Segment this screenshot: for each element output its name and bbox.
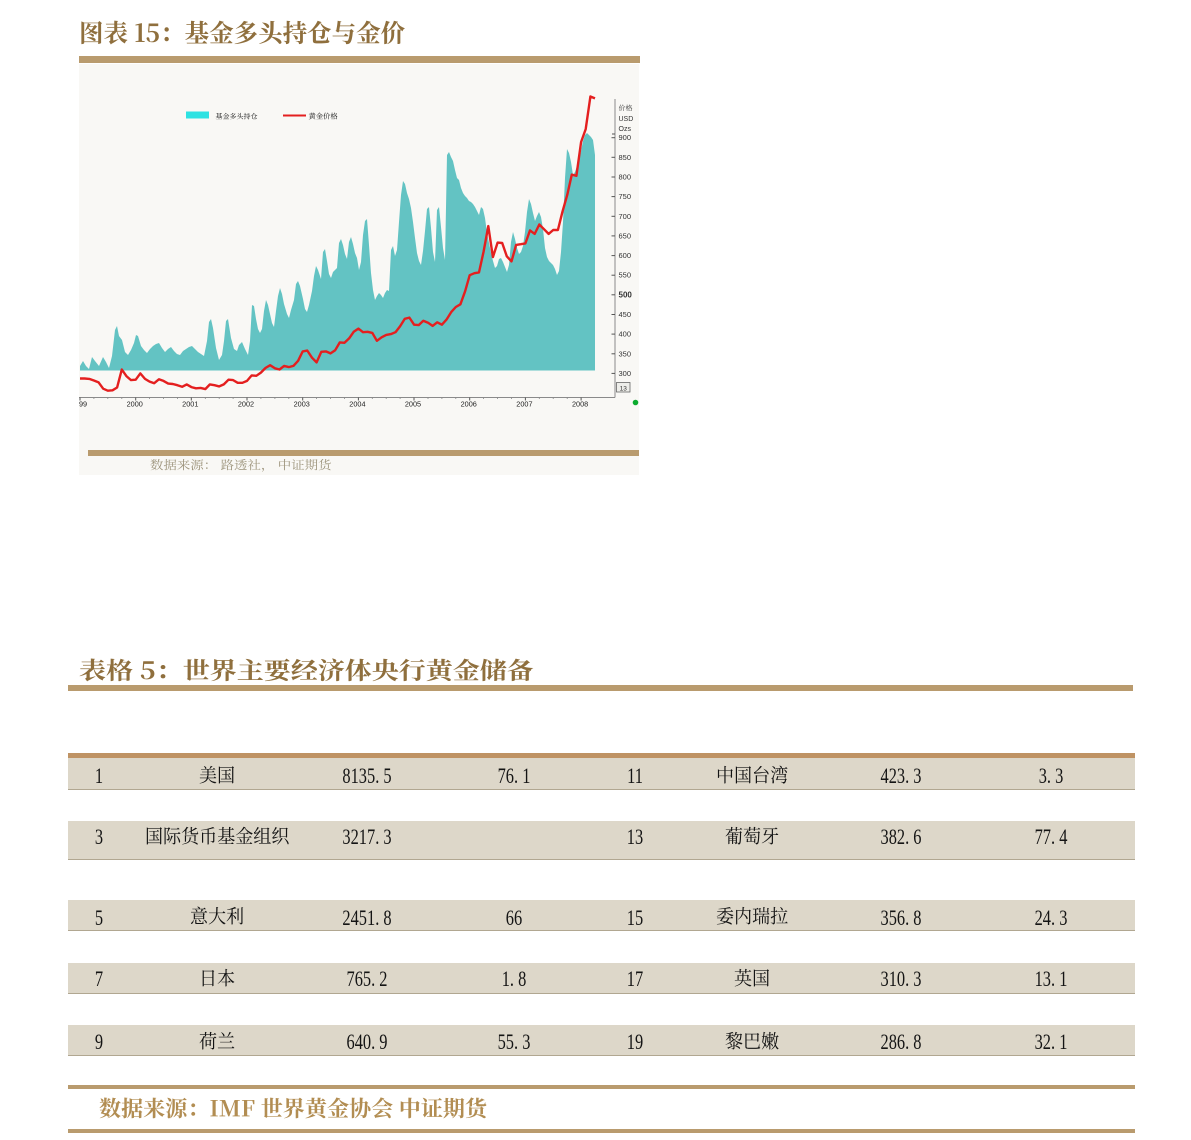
svg-text:750: 750 — [619, 192, 632, 201]
svg-text:650: 650 — [619, 231, 632, 240]
svg-text:Ozs: Ozs — [619, 126, 632, 133]
svg-text:300: 300 — [619, 369, 632, 378]
svg-text:2002: 2002 — [238, 400, 254, 409]
svg-text:2001: 2001 — [182, 400, 198, 409]
svg-text:350: 350 — [619, 349, 632, 358]
svg-text:2006: 2006 — [461, 400, 477, 409]
svg-text:2004: 2004 — [349, 400, 365, 409]
svg-text:850: 850 — [619, 153, 632, 162]
svg-text:450: 450 — [619, 310, 632, 319]
svg-text:500: 500 — [619, 290, 633, 299]
svg-text:2008: 2008 — [572, 400, 588, 409]
svg-text:900: 900 — [619, 133, 632, 142]
svg-text:1999: 1999 — [79, 400, 87, 409]
svg-text:550: 550 — [619, 271, 632, 280]
svg-text:2000: 2000 — [127, 400, 143, 409]
svg-text:2005: 2005 — [405, 400, 421, 409]
svg-text:700: 700 — [619, 212, 632, 221]
svg-text:2003: 2003 — [294, 400, 310, 409]
svg-text:800: 800 — [619, 173, 632, 182]
svg-text:400: 400 — [619, 330, 632, 339]
svg-text:13: 13 — [620, 385, 628, 392]
svg-text:600: 600 — [619, 251, 632, 260]
svg-text:USD: USD — [619, 116, 634, 123]
svg-text:2007: 2007 — [516, 400, 532, 409]
